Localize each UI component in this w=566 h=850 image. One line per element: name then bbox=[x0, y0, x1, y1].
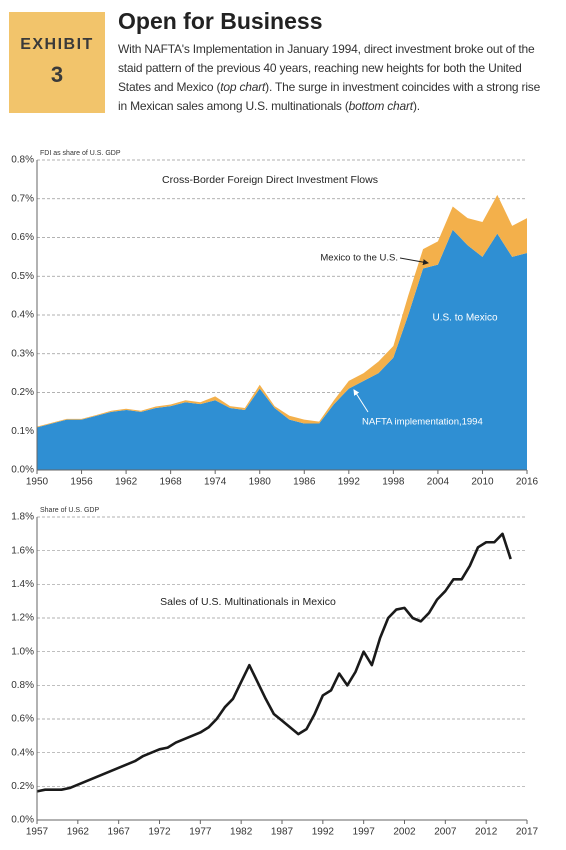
x-tick-label: 1968 bbox=[160, 477, 183, 488]
y-tick-label: 0.5% bbox=[11, 271, 34, 282]
intro-text: With NAFTA's Implementation in January 1… bbox=[118, 40, 550, 116]
annotation: NAFTA implementation,1994 bbox=[362, 417, 483, 428]
text: top chart bbox=[220, 80, 266, 94]
x-tick-label: 2016 bbox=[516, 477, 539, 488]
x-tick-label: 2002 bbox=[393, 827, 416, 838]
x-tick-label: 1977 bbox=[189, 827, 212, 838]
y-tick-label: 0.6% bbox=[11, 714, 34, 725]
text: ). The surge in investment coincides wit… bbox=[118, 80, 541, 113]
y-tick-label: 0.8% bbox=[11, 155, 34, 166]
y-tick-label: 0.1% bbox=[11, 426, 34, 437]
series-label: U.S. to Mexico bbox=[432, 313, 497, 324]
x-tick-label: 2004 bbox=[427, 477, 450, 488]
text: bottom chart bbox=[348, 99, 414, 113]
arrow bbox=[353, 389, 369, 413]
y-tick-label: 0.2% bbox=[11, 781, 34, 792]
line bbox=[36, 532, 512, 793]
x-tick-label: 1962 bbox=[115, 477, 138, 488]
y-tick-label: 0.0% bbox=[11, 815, 34, 826]
y-tick-label: 0.8% bbox=[11, 680, 34, 691]
y-tick-label: 1.6% bbox=[11, 545, 34, 556]
x-tick-label: 2007 bbox=[434, 827, 457, 838]
x-tick-label: 1992 bbox=[312, 827, 335, 838]
y-tick-label: 0.0% bbox=[11, 465, 34, 476]
area bbox=[37, 229, 527, 470]
y-tick-label: 1.2% bbox=[11, 613, 34, 624]
x-tick-label: 2017 bbox=[516, 827, 539, 838]
y-tick-label: 0.3% bbox=[11, 348, 34, 359]
y-tick-label: 1.0% bbox=[11, 646, 34, 657]
x-tick-label: 1986 bbox=[293, 477, 316, 488]
x-tick-label: 1998 bbox=[382, 477, 405, 488]
x-tick-label: 1972 bbox=[148, 827, 171, 838]
y-axis-label: Share of U.S. GDP bbox=[40, 507, 99, 514]
y-tick-label: 1.8% bbox=[11, 512, 34, 523]
x-tick-label: 1967 bbox=[108, 827, 131, 838]
exhibit-badge: EXHIBIT 3 bbox=[9, 12, 105, 113]
y-axis-label: FDI as share of U.S. GDP bbox=[40, 150, 121, 157]
x-tick-label: 1987 bbox=[271, 827, 294, 838]
y-tick-label: 1.4% bbox=[11, 579, 34, 590]
x-tick-label: 1957 bbox=[26, 827, 49, 838]
x-tick-label: 2010 bbox=[471, 477, 494, 488]
x-tick-label: 1982 bbox=[230, 827, 253, 838]
y-tick-label: 0.4% bbox=[11, 310, 34, 321]
exhibit-label: EXHIBIT bbox=[20, 36, 94, 53]
y-tick-label: 0.7% bbox=[11, 193, 34, 204]
chart-title: Cross-Border Foreign Direct Investment F… bbox=[162, 174, 378, 186]
x-tick-label: 1962 bbox=[67, 827, 90, 838]
series-label: Mexico to the U.S. bbox=[320, 253, 398, 264]
text: ). bbox=[412, 99, 420, 113]
x-tick-label: 1997 bbox=[353, 827, 376, 838]
arrow bbox=[399, 257, 429, 266]
y-tick-label: 0.4% bbox=[11, 747, 34, 758]
chart-title: Sales of U.S. Multinationals in Mexico bbox=[160, 596, 336, 608]
x-tick-label: 1992 bbox=[338, 477, 361, 488]
y-tick-label: 0.6% bbox=[11, 232, 34, 243]
x-tick-label: 2012 bbox=[475, 827, 498, 838]
page-title: Open for Business bbox=[118, 8, 323, 34]
x-tick-label: 1950 bbox=[26, 477, 49, 488]
y-tick-label: 0.2% bbox=[11, 387, 34, 398]
x-tick-label: 1956 bbox=[70, 477, 93, 488]
exhibit-number: 3 bbox=[50, 62, 64, 87]
x-tick-label: 1974 bbox=[204, 477, 227, 488]
x-tick-label: 1980 bbox=[249, 477, 272, 488]
text: With NAFTA's Implementation in January 1… bbox=[118, 42, 535, 94]
